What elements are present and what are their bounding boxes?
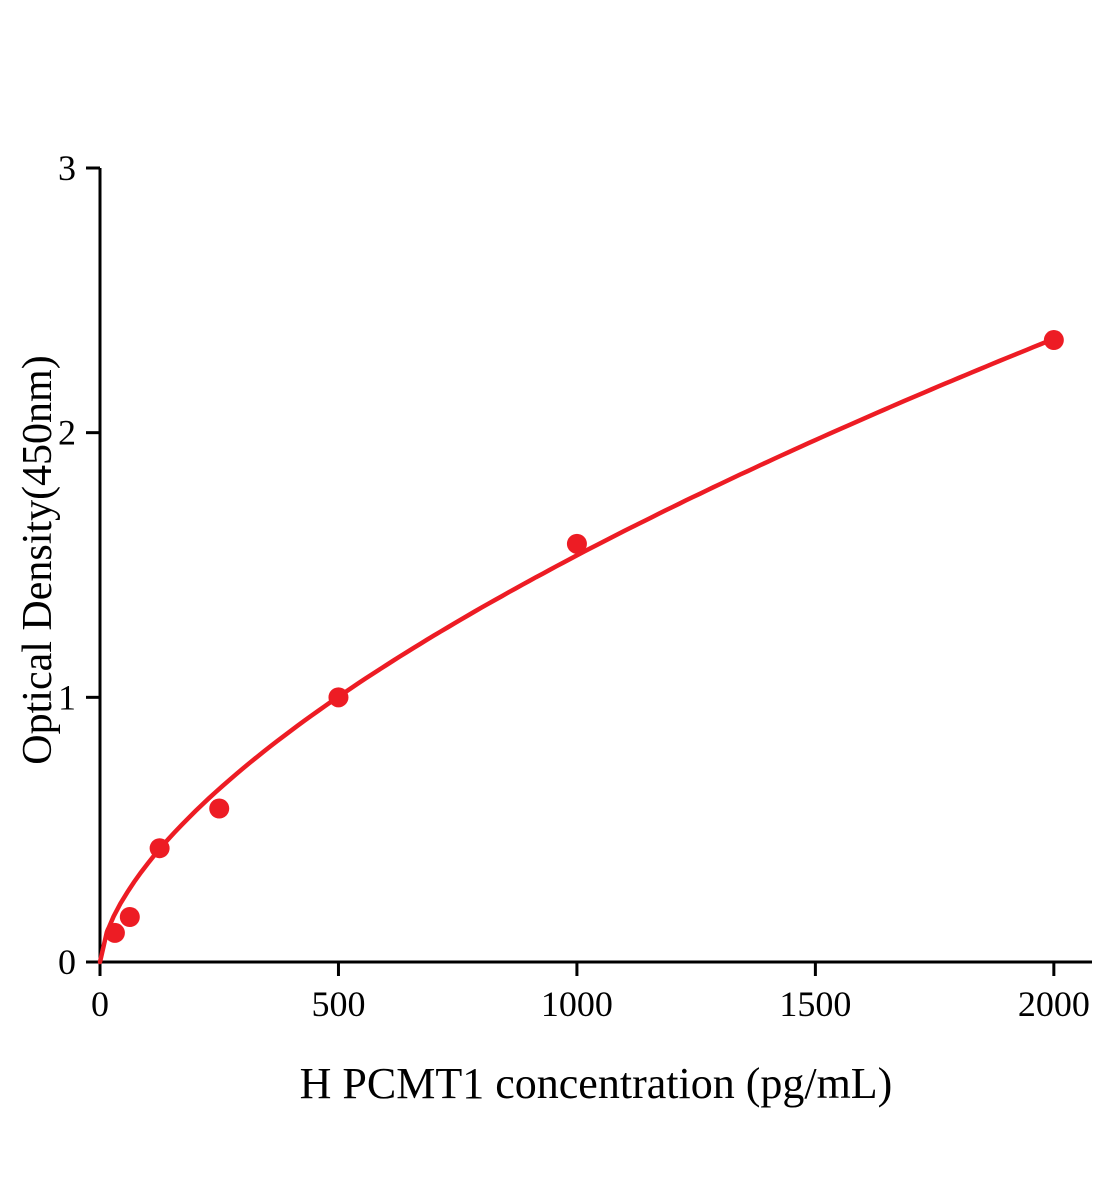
y-axis-title: Optical Density(450nm) [15, 355, 61, 765]
data-point [209, 798, 230, 819]
y-tick-label: 0 [58, 942, 76, 982]
x-tick-label: 500 [311, 984, 365, 1024]
data-point [119, 907, 140, 928]
x-tick-label: 1000 [541, 984, 613, 1024]
x-tick-label: 0 [91, 984, 109, 1024]
data-point [566, 533, 587, 554]
y-tick-label: 3 [58, 148, 76, 188]
y-tick-label: 1 [58, 677, 76, 717]
x-tick-label: 1500 [779, 984, 851, 1024]
data-point [149, 838, 170, 859]
x-axis-title: H PCMT1 concentration (pg/mL) [299, 1059, 893, 1108]
x-tick-label: 2000 [1018, 984, 1090, 1024]
y-tick-label: 2 [58, 413, 76, 453]
fit-curve [97, 336, 1057, 965]
data-point [1043, 330, 1064, 351]
data-point [328, 687, 349, 708]
data-point [104, 922, 125, 943]
